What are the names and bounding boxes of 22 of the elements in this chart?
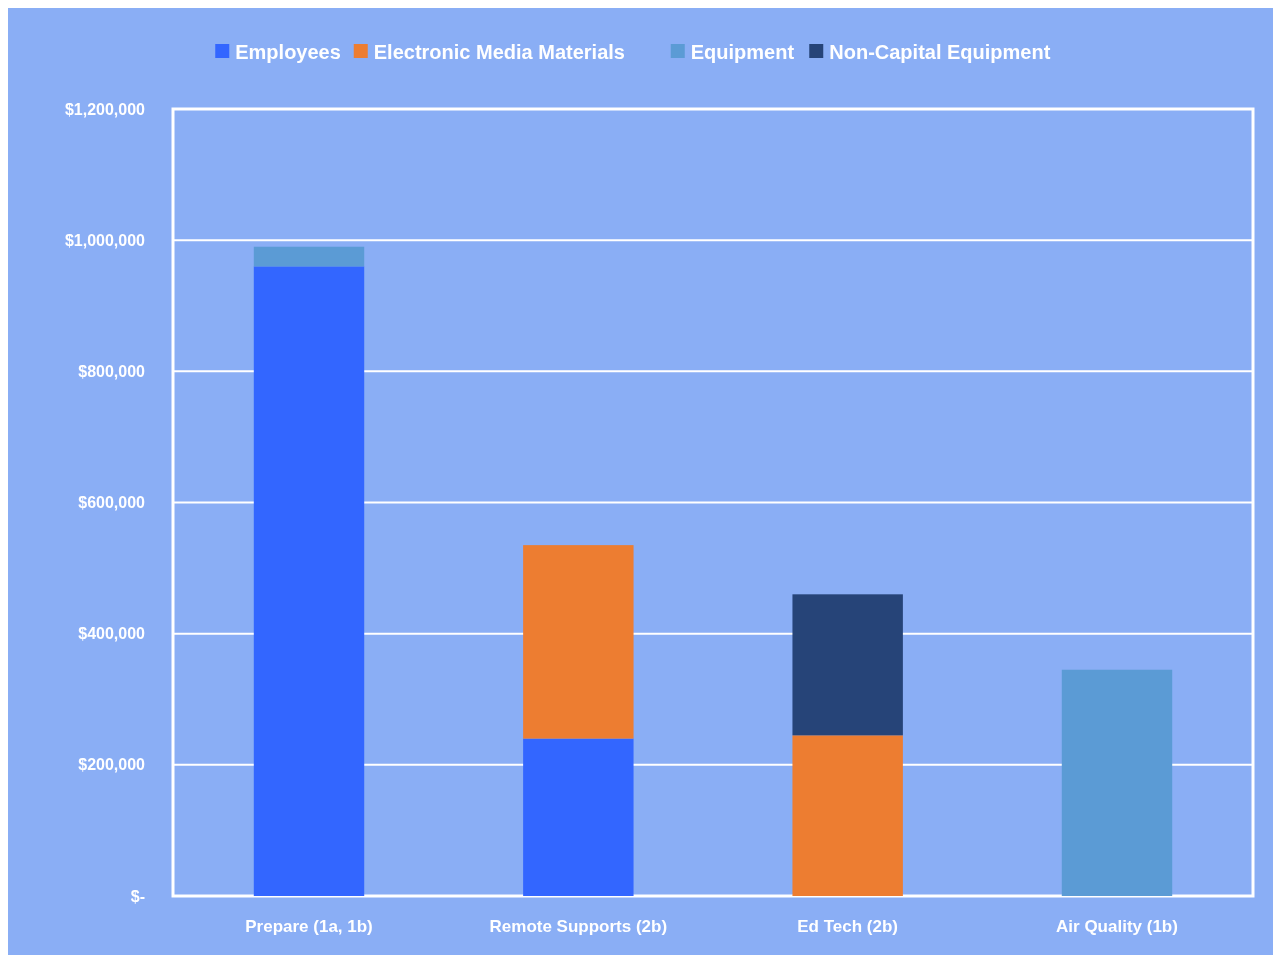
x-tick-label: Air Quality (1b) [1056,917,1178,936]
x-tick-label: Prepare (1a, 1b) [245,917,373,936]
y-tick-label: $1,200,000 [64,100,146,118]
y-tick-label: $400,000 [78,625,146,643]
bar [523,738,634,896]
x-tick-label: Remote Supports (2b) [489,917,668,936]
bar [792,735,903,896]
bar [1061,669,1173,896]
y-tick-label: $800,000 [78,362,146,380]
legend-label: Equipment [690,41,795,63]
bar [253,246,365,267]
bar [253,266,365,896]
legend-label: Electronic Media Materials [373,41,625,63]
legend-label: Non-Capital Equipment [829,41,1051,63]
legend-label: Employees [235,41,341,63]
bar [523,545,634,739]
bar [792,594,903,736]
y-tick-label: $200,000 [78,756,146,774]
x-tick-label: Ed Tech (2b) [797,917,899,936]
y-tick-label: $600,000 [78,494,146,512]
y-tick-label: $1,000,000 [64,231,146,249]
y-tick-label: $- [130,887,145,905]
